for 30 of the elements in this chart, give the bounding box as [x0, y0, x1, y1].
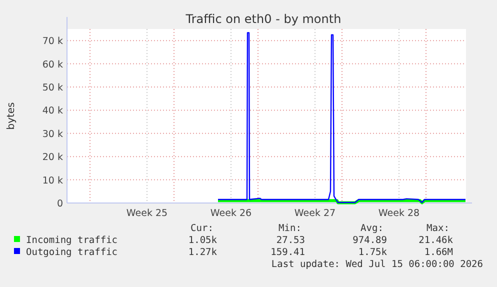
- line-series: [217, 32, 466, 204]
- chart-title: Traffic on eth0 - by month: [184, 12, 342, 26]
- text: 1.75k: [358, 247, 388, 258]
- text: 1.05k: [188, 235, 218, 246]
- y-tick-label: 50 k: [42, 82, 64, 94]
- text: Avg:: [360, 223, 384, 234]
- y-tick-label: 20 k: [42, 152, 64, 164]
- legend-label: Incoming traffic: [26, 235, 118, 246]
- text: 1.27k: [188, 247, 218, 258]
- x-tick-label: Week 28: [378, 208, 420, 219]
- text: 159.41: [270, 247, 306, 258]
- text: Cur:: [190, 223, 214, 234]
- y-tick-label: 60 k: [42, 59, 64, 70]
- y-tick-label: 40 k: [42, 106, 64, 117]
- text: Min:: [278, 223, 302, 234]
- y-tick-label: 0: [56, 198, 63, 210]
- x-tick-label: Week 25: [126, 208, 168, 219]
- y-tick-label: 70 k: [42, 36, 64, 48]
- text: 21.46k: [418, 235, 454, 246]
- text: 27.53: [276, 235, 305, 246]
- text: 1.66M: [424, 247, 454, 258]
- y-tick-label: 30 k: [42, 128, 64, 140]
- y-axis-title: bytes: [6, 102, 17, 130]
- text: 974.89: [352, 235, 388, 246]
- text: Max:: [426, 223, 450, 234]
- y-tick-label: 10 k: [42, 175, 64, 186]
- text: Last update: Wed Jul 15 06:00:00 2026: [271, 259, 484, 270]
- x-tick-label: Week 27: [294, 208, 336, 219]
- legend-label: Outgoing traffic: [26, 247, 118, 258]
- x-tick-label: Week 26: [210, 208, 252, 219]
